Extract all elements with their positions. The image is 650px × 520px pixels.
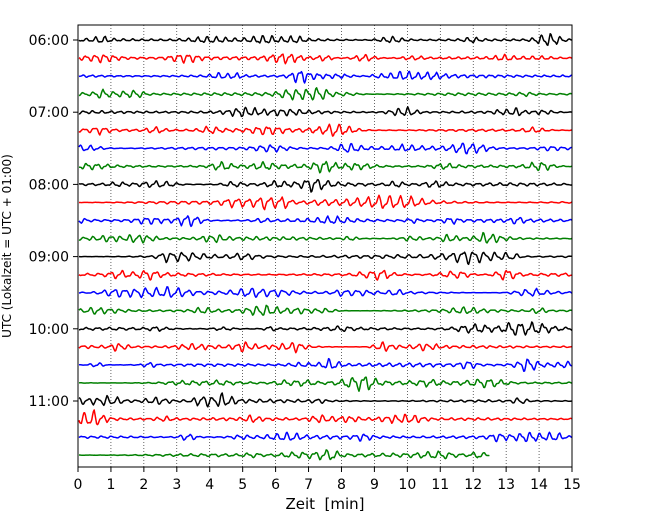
x-tick-label: 9 <box>370 477 379 493</box>
x-tick-label: 13 <box>497 477 515 493</box>
trace-line <box>78 251 572 266</box>
x-tick-label: 1 <box>106 477 115 493</box>
y-axis-ticks: 06:00 07:00 08:00 09:00 10:00 11:00 <box>29 33 78 410</box>
trace-line <box>78 231 573 244</box>
trace-line <box>78 70 573 84</box>
trace-line <box>78 194 573 211</box>
x-axis-ticks: 0 1 2 3 4 5 6 7 8 9 10 11 12 13 14 15 <box>74 467 581 493</box>
y-tick-label: 06:00 <box>29 33 69 49</box>
x-axis-label: Zeit [min] <box>285 495 364 513</box>
plot-frame <box>77 24 573 468</box>
trace-line <box>78 160 572 174</box>
trace-line <box>78 87 572 101</box>
trace-line <box>78 215 573 228</box>
x-tick-label: 0 <box>74 477 83 493</box>
trace-line <box>78 269 572 281</box>
x-tick-label: 14 <box>530 477 548 493</box>
seismogram-traces <box>78 32 573 461</box>
y-axis-label: UTC (Lokalzeit = UTC + 01:00) <box>0 154 14 338</box>
trace-line <box>78 431 573 443</box>
x-tick-label: 2 <box>139 477 148 493</box>
trace-line <box>78 321 573 336</box>
trace-line <box>78 106 572 118</box>
y-tick-label: 08:00 <box>29 177 69 193</box>
trace-line <box>78 341 572 354</box>
trace-line <box>78 376 573 392</box>
x-tick-label: 12 <box>464 477 482 493</box>
x-tick-label: 11 <box>431 477 449 493</box>
y-tick-label: 11:00 <box>29 394 69 410</box>
y-tick-label: 07:00 <box>29 105 69 121</box>
trace-line <box>78 286 573 299</box>
trace-line <box>78 53 573 65</box>
x-tick-label: 3 <box>172 477 181 493</box>
x-tick-label: 7 <box>304 477 313 493</box>
trace-line <box>78 123 572 137</box>
y-tick-label: 09:00 <box>29 250 69 266</box>
trace-line <box>78 32 573 47</box>
x-tick-label: 4 <box>205 477 214 493</box>
trace-line <box>78 409 573 426</box>
trace-line <box>78 304 572 316</box>
x-tick-label: 5 <box>238 477 247 493</box>
x-tick-label: 6 <box>271 477 280 493</box>
trace-line <box>78 142 572 155</box>
trace-line <box>78 449 490 461</box>
trace-line <box>78 179 573 193</box>
x-tick-label: 15 <box>563 477 581 493</box>
trace-line <box>78 392 572 408</box>
y-tick-label: 10:00 <box>29 322 69 338</box>
x-tick-label: 10 <box>398 477 416 493</box>
x-tick-label: 8 <box>337 477 346 493</box>
trace-line <box>78 357 572 373</box>
